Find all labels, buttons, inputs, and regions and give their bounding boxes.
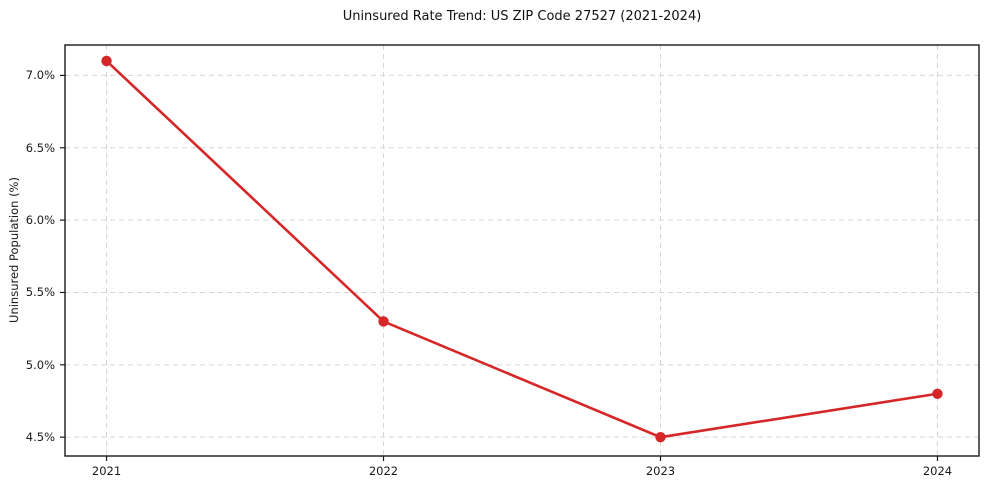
y-tick-label: 6.5% (25, 140, 55, 155)
x-tick-label: 2021 (91, 464, 122, 478)
data-point-marker (101, 55, 112, 67)
x-tick-label: 2024 (922, 464, 953, 478)
y-tick-label: 5.0% (25, 357, 55, 372)
y-axis-label: Uninsured Population (%) (7, 177, 21, 323)
data-point-marker (378, 316, 389, 327)
x-tick-label: 2023 (645, 464, 676, 478)
x-tick-label: 2022 (368, 464, 399, 478)
y-tick-label: 4.5% (25, 430, 55, 445)
y-tick-label: 6.0% (25, 213, 55, 228)
chart-title: Uninsured Rate Trend: US ZIP Code 27527 … (342, 9, 702, 24)
trend-line (105, 59, 939, 439)
y-tick-label: 5.5% (25, 285, 55, 300)
data-point-marker (932, 388, 943, 399)
plot-border (64, 44, 980, 457)
data-point-marker (655, 431, 666, 443)
y-tick-label: 7.0% (25, 68, 55, 83)
